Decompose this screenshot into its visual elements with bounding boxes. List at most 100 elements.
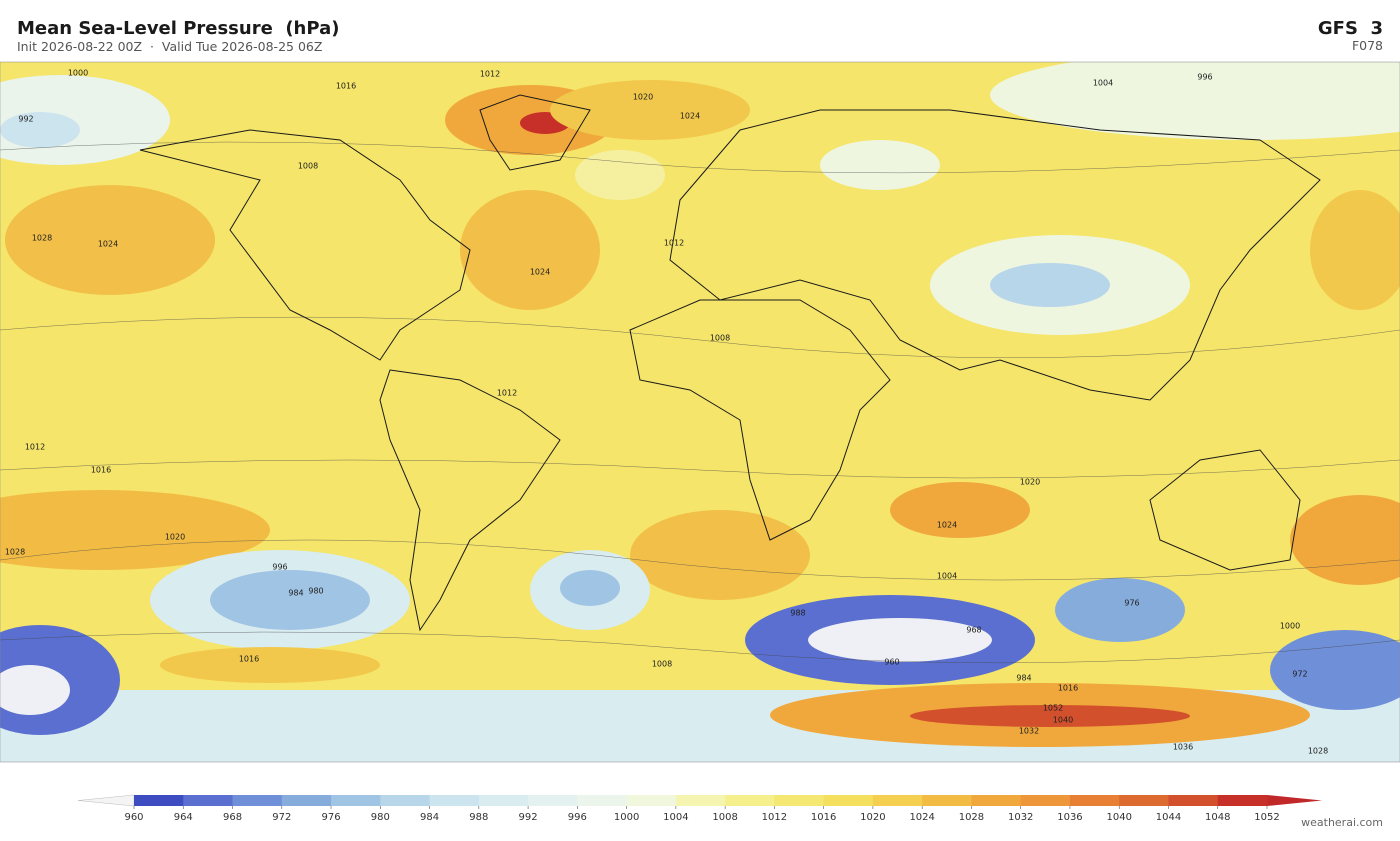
contour-label: 1020	[1020, 478, 1040, 487]
coastline	[479, 94, 591, 171]
colorbar-tick-label: 1008	[712, 812, 737, 823]
contour-label: 988	[790, 609, 805, 618]
colorbar-tick-label: 960	[124, 812, 143, 823]
field	[808, 618, 992, 662]
colorbar-over	[1267, 795, 1322, 806]
coastline	[1149, 449, 1301, 571]
field	[560, 570, 620, 606]
contour-label: 1028	[1308, 747, 1328, 756]
colorbar-segment	[725, 795, 775, 806]
colorbar-under	[77, 794, 135, 807]
colorbar-tick-label: 1040	[1106, 812, 1131, 823]
contour-label: 972	[1292, 670, 1307, 679]
watermark: weatherai.com	[1301, 816, 1383, 829]
contour-label: 1008	[652, 660, 672, 669]
colorbar-segment	[823, 795, 874, 806]
field	[550, 80, 750, 140]
coastline	[629, 299, 891, 541]
colorbar-tick-label: 1004	[663, 812, 688, 823]
colorbar-tick-label: 996	[568, 812, 587, 823]
contour-label: 1008	[710, 334, 730, 343]
colorbar-tick-label: 1052	[1254, 812, 1279, 823]
colorbar-tick-label: 988	[469, 812, 488, 823]
contour-label: 1028	[5, 548, 25, 557]
field	[630, 510, 810, 600]
contour-label: 1008	[298, 162, 318, 171]
contour-labels: 1000 1012 1008 1016 1020 1024 1028 1004 …	[5, 69, 1328, 756]
contour-label: 1036	[1173, 743, 1193, 752]
colorbar-segment	[380, 795, 431, 806]
colorbar-tick-label: 1036	[1057, 812, 1082, 823]
colorbar-tick-label: 1024	[909, 812, 934, 823]
field	[820, 140, 940, 190]
contour-label: 1024	[98, 240, 118, 249]
colorbar-segment	[675, 795, 726, 806]
contour-label: 1004	[937, 572, 957, 581]
colorbar-tick-label: 1016	[811, 812, 836, 823]
contour-label: 1000	[68, 69, 88, 78]
field	[5, 185, 215, 295]
contour-label: 1028	[32, 234, 52, 243]
colorbar-tick-label: 964	[174, 812, 193, 823]
contour-label: 992	[18, 115, 33, 124]
colorbar-tick-label: 1020	[860, 812, 885, 823]
contour-label: 1000	[1280, 622, 1300, 631]
contour-label: 1020	[165, 533, 185, 542]
field	[0, 490, 270, 570]
contour-label: 968	[966, 626, 981, 635]
contour-label: 1012	[480, 70, 500, 79]
contour-label: 976	[1124, 599, 1139, 608]
coastline	[379, 369, 561, 632]
colorbar-tick-label: 992	[519, 812, 538, 823]
colorbar-tick-label: 980	[371, 812, 390, 823]
colorbar-segment	[1168, 795, 1219, 806]
colorbar-segment	[922, 795, 972, 806]
colorbar-tick-label: 1012	[762, 812, 787, 823]
contour-label: 1052	[1043, 704, 1063, 713]
contour-label: 1012	[25, 443, 45, 452]
contour-label: 980	[308, 587, 323, 596]
contour-label: 1032	[1019, 727, 1039, 736]
field	[0, 665, 70, 715]
contour-label: 984	[1016, 674, 1031, 683]
colorbar-segment	[183, 795, 234, 806]
colorbar-segment	[232, 795, 283, 806]
subtitle: Init 2026-08-22 00Z · Valid Tue 2026-08-…	[17, 39, 322, 54]
colorbar-segment	[872, 795, 923, 806]
colorbar-segment	[528, 795, 578, 806]
field	[1310, 190, 1400, 310]
colorbar-segment	[774, 795, 825, 806]
coastline	[669, 109, 1321, 401]
field	[160, 647, 380, 683]
field	[210, 570, 370, 630]
field	[460, 190, 600, 310]
map-frame	[0, 61, 1400, 763]
field	[1055, 578, 1185, 642]
isobar	[0, 141, 1400, 664]
contour-label: 996	[1197, 73, 1212, 82]
colorbar: 960 964 968 972 976 980 984 988 992 996 1000 1004 10…	[77, 794, 1322, 823]
field	[0, 112, 80, 148]
field	[990, 62, 1400, 140]
forecast-hour: F078	[1352, 38, 1383, 53]
contour-label: 1004	[1093, 79, 1113, 88]
title: Mean Sea-Level Pressure (hPa)	[17, 18, 339, 39]
contour-label: 960	[884, 658, 899, 667]
colorbar-segment	[134, 795, 184, 806]
contour-label: 1024	[530, 268, 550, 277]
contour-label: 984	[288, 589, 303, 598]
colorbar-segment	[577, 795, 628, 806]
contour-label: 1016	[336, 82, 356, 91]
field	[890, 482, 1030, 538]
field	[575, 150, 665, 200]
contour-label: 1016	[1058, 684, 1078, 693]
colorbar-tick-label: 972	[272, 812, 291, 823]
colorbar-segment	[1217, 795, 1268, 806]
colorbar-tick-label: 1032	[1008, 812, 1033, 823]
model-name: GFS 3	[1318, 18, 1383, 39]
contour-label: 1016	[91, 466, 111, 475]
colorbar-tick-label: 1028	[959, 812, 984, 823]
contour-label: 1012	[664, 239, 684, 248]
